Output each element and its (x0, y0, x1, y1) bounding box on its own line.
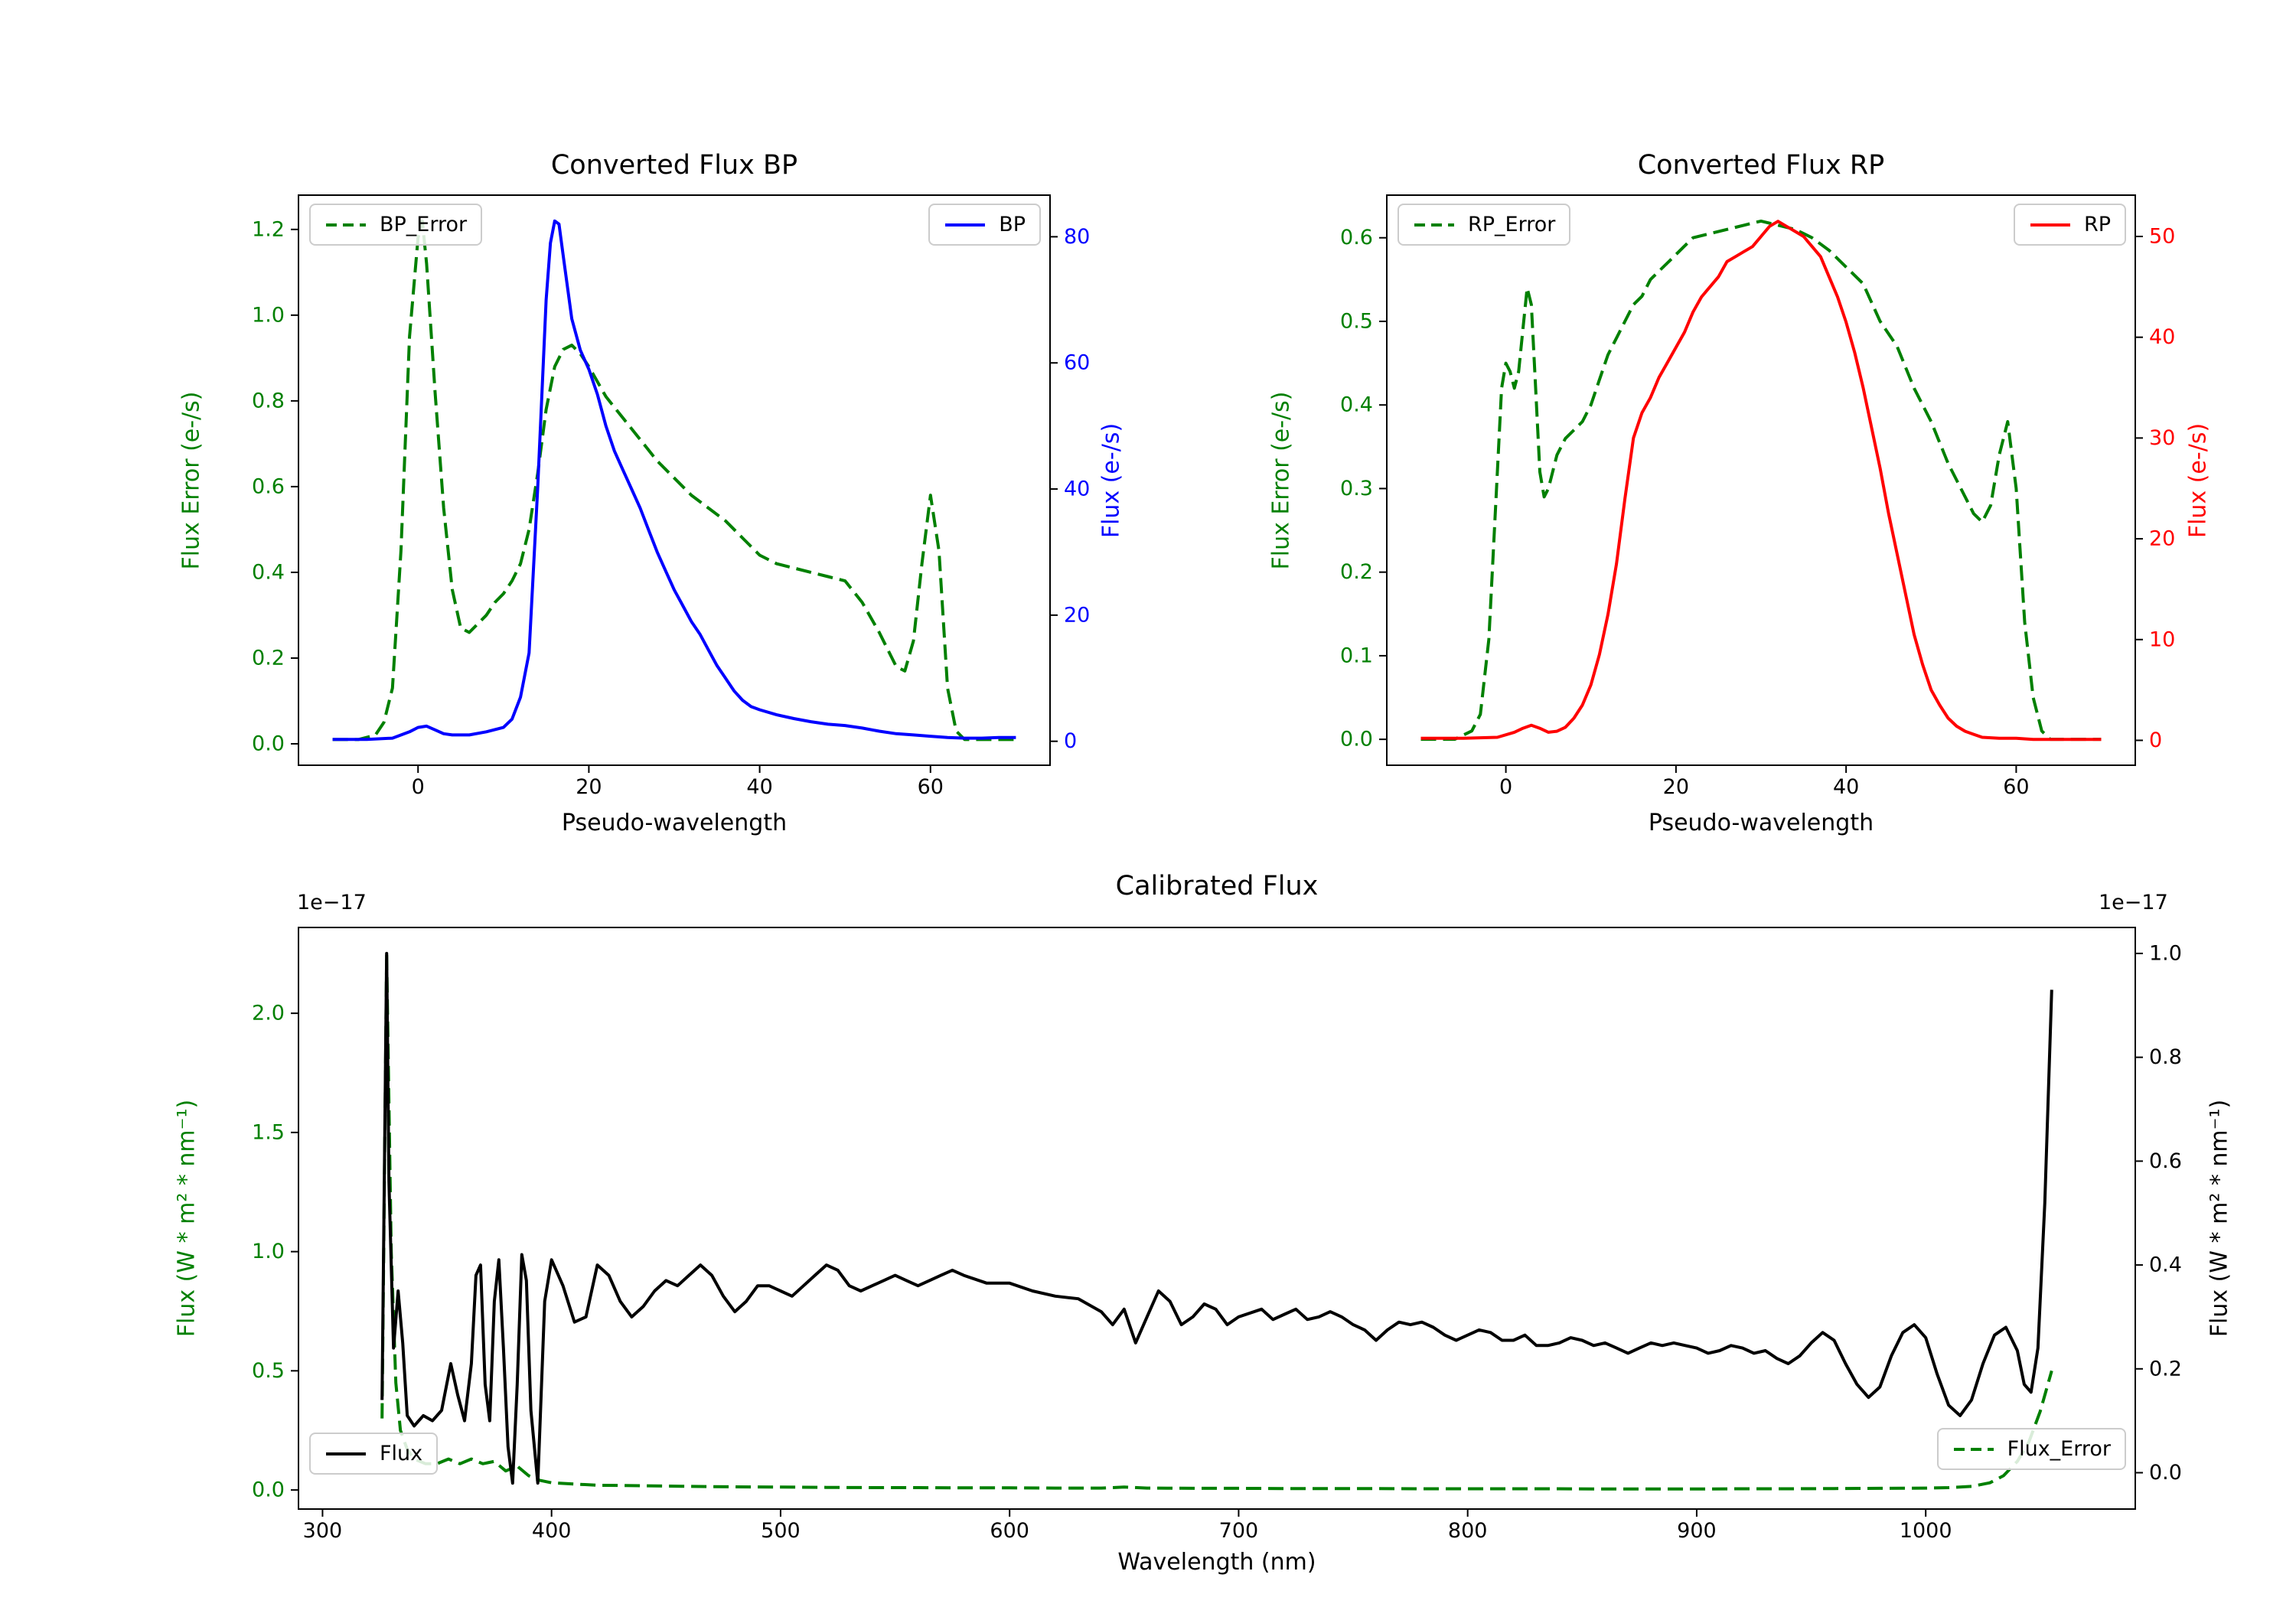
dashed-line-sample (326, 223, 366, 227)
series-line-Flux_Error (380, 952, 2053, 1491)
rp-legend: RP (2013, 204, 2126, 246)
x-tick-label: 900 (1677, 1519, 1717, 1543)
plot-spines (298, 194, 1051, 766)
calibrated-x-axis-label: Wavelength (nm) (1117, 1549, 1316, 1576)
right-y-tick-label: 40 (2149, 325, 2175, 349)
right-y-tick-label: 0.4 (2149, 1253, 2182, 1277)
bp-error-legend: BP_Error (309, 204, 483, 246)
plot-spines (298, 927, 2136, 1510)
series-line-RP_Error (1420, 219, 2102, 742)
rp-error-legend-label: RP_Error (1468, 213, 1556, 236)
right-y-tick-label: 60 (1064, 351, 1090, 375)
bp-chart-title: Converted Flux BP (550, 150, 798, 181)
right-axis-offset-text: 1e−17 (2099, 891, 2168, 914)
series-line-BP_Error (332, 219, 1016, 742)
left-y-tick-label: 0.2 (1340, 560, 1373, 584)
calibrated-plot-area: 300 400 500 600 700 800 900 1000 0.0 0.5 1.0 1.5 2.0… (252, 927, 2182, 1543)
solid-line-sample (326, 1452, 366, 1455)
right-y-tick-label: 1.0 (2149, 941, 2182, 965)
bp-left-axis-label: Flux Error (e-/s) (178, 391, 205, 570)
bp-error-legend-label: BP_Error (380, 213, 468, 236)
left-y-tick-label: 1.0 (252, 303, 285, 327)
x-tick-label: 40 (1833, 775, 1859, 799)
right-y-tick-label: 20 (1064, 603, 1090, 627)
x-tick-label: 500 (761, 1519, 801, 1543)
bp-legend-label: BP (999, 213, 1026, 236)
rp-right-axis-label: Flux (e-/s) (2184, 422, 2212, 539)
left-axis-offset-text: 1e−17 (297, 891, 367, 914)
left-y-tick-label: 0.0 (1340, 728, 1373, 751)
right-y-tick-label: 0.8 (2149, 1045, 2182, 1069)
right-y-tick-label: 0 (1064, 729, 1077, 753)
rp-x-axis-label: Pseudo-wavelength (1648, 810, 1874, 836)
dashed-line-sample (1953, 1447, 1994, 1451)
solid-line-sample (2030, 223, 2070, 227)
flux-error-legend: Flux_Error (1936, 1428, 2126, 1470)
x-tick-label: 800 (1448, 1519, 1488, 1543)
x-tick-label: 40 (746, 775, 772, 799)
dashed-line-sample (1414, 223, 1454, 227)
plot-spines (1386, 194, 2136, 766)
right-y-tick-label: 0.2 (2149, 1357, 2182, 1380)
series-line-Flux (380, 951, 2053, 1485)
left-y-tick-label: 0.0 (252, 732, 285, 755)
series-line-BP (332, 219, 1016, 742)
bp-plot-area: 0 20 40 60 0.0 0.2 0.4 0.6 0.8 1.0 1.2 0 20 40 60 80 (252, 194, 1090, 799)
x-tick-label: 20 (1663, 775, 1689, 799)
left-y-tick-label: 0.2 (252, 646, 285, 670)
left-y-tick-label: 0.1 (1340, 644, 1373, 667)
bp-x-axis-label: Pseudo-wavelength (561, 810, 788, 836)
right-y-tick-label: 10 (2149, 627, 2175, 651)
bp-right-axis-label: Flux (e-/s) (1097, 422, 1125, 539)
left-y-tick-label: 0.8 (252, 389, 285, 412)
right-y-tick-label: 30 (2149, 426, 2175, 450)
x-tick-label: 400 (532, 1519, 572, 1543)
flux-error-legend-label: Flux_Error (2007, 1437, 2111, 1461)
right-y-tick-label: 50 (2149, 224, 2175, 248)
rp-chart-title: Converted Flux RP (1637, 150, 1885, 181)
right-y-tick-label: 0 (2149, 729, 2162, 752)
bp-legend: BP (928, 204, 1041, 246)
x-tick-label: 1000 (1900, 1519, 1952, 1543)
x-tick-label: 0 (1499, 775, 1512, 799)
x-tick-label: 60 (918, 775, 944, 799)
left-y-tick-label: 1.0 (252, 1240, 285, 1263)
flux-legend: Flux (309, 1433, 439, 1475)
rp-error-legend: RP_Error (1397, 204, 1571, 246)
right-y-tick-label: 40 (1064, 478, 1090, 501)
left-y-tick-label: 0.4 (1340, 393, 1373, 417)
left-y-tick-label: 0.6 (1340, 226, 1373, 249)
right-y-tick-label: 80 (1064, 225, 1090, 249)
calibrated-chart-title: Calibrated Flux (1115, 871, 1319, 901)
calibrated-left-axis-label: Flux (W * m² * nm⁻¹) (173, 1099, 201, 1338)
x-tick-label: 600 (990, 1519, 1029, 1543)
solid-line-sample (945, 223, 986, 227)
x-tick-label: 300 (303, 1519, 343, 1543)
left-y-tick-label: 0.5 (1340, 309, 1373, 333)
rp-plot-area: 0 20 40 60 0.0 0.1 0.2 0.3 0.4 0.5 0.6 0 10 20 30 40 50 (1340, 194, 2175, 799)
right-y-tick-label: 0.6 (2149, 1149, 2182, 1173)
left-y-tick-label: 0.6 (252, 474, 285, 498)
right-y-tick-label: 20 (2149, 527, 2175, 551)
flux-legend-label: Flux (380, 1442, 423, 1465)
left-y-tick-label: 1.2 (252, 217, 285, 241)
left-y-tick-label: 1.5 (252, 1120, 285, 1144)
left-y-tick-label: 0.3 (1340, 477, 1373, 500)
right-y-tick-label: 0.0 (2149, 1461, 2182, 1485)
calibrated-right-axis-label: Flux (W * m² * nm⁻¹) (2206, 1099, 2233, 1338)
left-y-tick-label: 0.4 (252, 560, 285, 584)
left-y-tick-label: 2.0 (252, 1002, 285, 1025)
rp-left-axis-label: Flux Error (e-/s) (1267, 391, 1295, 570)
x-tick-label: 60 (2003, 775, 2029, 799)
rp-legend-label: RP (2083, 213, 2111, 236)
series-line-RP (1420, 220, 2102, 742)
left-y-tick-label: 0.5 (252, 1359, 285, 1383)
x-tick-label: 0 (412, 775, 425, 799)
x-tick-label: 700 (1219, 1519, 1259, 1543)
x-tick-label: 20 (576, 775, 602, 799)
left-y-tick-label: 0.0 (252, 1478, 285, 1502)
